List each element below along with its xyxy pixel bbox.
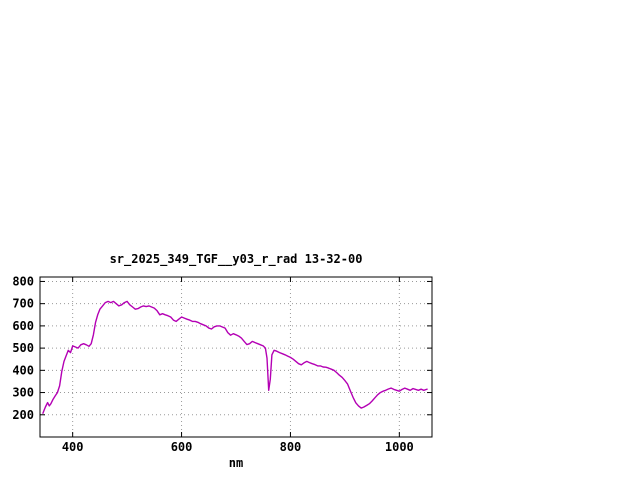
x-axis-label: nm (229, 456, 243, 470)
tick-labels: 400 600 800 1000 200 300 400 500 600 700 800 (12, 274, 413, 454)
y-tick-label: 300 (12, 386, 34, 400)
y-tick-label: 700 (12, 297, 34, 311)
x-tick-label: 1000 (385, 440, 414, 454)
x-tick-label: 600 (171, 440, 193, 454)
data-series (42, 300, 428, 414)
chart-title: sr_2025_349_TGF__y03_r_rad 13-32-00 (110, 252, 363, 267)
tick-marks (40, 277, 432, 437)
y-tick-label: 800 (12, 274, 34, 288)
y-tick-label: 400 (12, 363, 34, 377)
series-line (42, 300, 428, 414)
y-tick-label: 500 (12, 341, 34, 355)
y-tick-label: 600 (12, 319, 34, 333)
y-tick-label: 200 (12, 408, 34, 422)
x-tick-label: 400 (62, 440, 84, 454)
x-tick-label: 800 (280, 440, 302, 454)
grid-lines (40, 277, 432, 437)
plot-border (39, 276, 433, 438)
